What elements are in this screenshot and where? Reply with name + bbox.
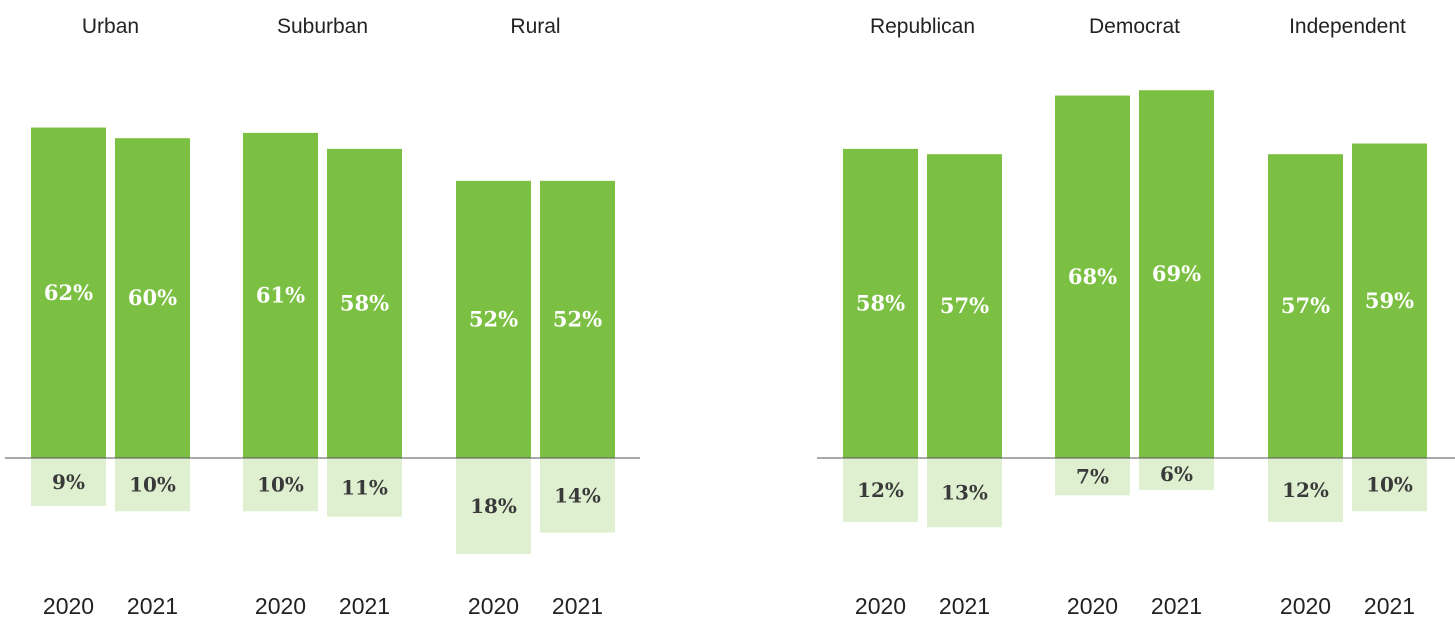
data-label-top: 68% bbox=[1068, 264, 1117, 289]
data-label-top: 61% bbox=[256, 282, 305, 307]
data-label-bottom: 9% bbox=[52, 470, 85, 494]
bar-top bbox=[1055, 95, 1130, 458]
year-tick-label: 2021 bbox=[127, 593, 178, 619]
group-label: Democrat bbox=[1089, 15, 1180, 38]
data-label-bottom: 12% bbox=[857, 478, 904, 502]
data-label-bottom: 14% bbox=[554, 483, 601, 507]
data-label-top: 59% bbox=[1365, 288, 1414, 313]
bar-top bbox=[540, 180, 615, 458]
group-label: Urban bbox=[82, 15, 139, 38]
bar-top bbox=[927, 154, 1002, 458]
data-label-bottom: 10% bbox=[257, 473, 304, 497]
data-label-top: 62% bbox=[44, 280, 93, 305]
bar-bottom bbox=[1139, 458, 1214, 490]
bar-bottom bbox=[1268, 458, 1343, 522]
data-label-top: 52% bbox=[553, 306, 602, 331]
data-label-top: 58% bbox=[856, 290, 905, 315]
bar-bottom bbox=[843, 458, 918, 522]
bar-top bbox=[327, 148, 402, 459]
year-tick-label: 2020 bbox=[1280, 593, 1331, 619]
bar-bottom bbox=[327, 458, 402, 517]
group-label: Rural bbox=[510, 15, 560, 38]
bar-top bbox=[456, 180, 531, 458]
data-label-bottom: 13% bbox=[941, 481, 988, 505]
bar-top bbox=[31, 127, 106, 458]
data-label-top: 52% bbox=[469, 306, 518, 331]
bar-bottom bbox=[115, 458, 190, 512]
year-tick-label: 2020 bbox=[855, 593, 906, 619]
bar-top bbox=[1352, 143, 1427, 458]
year-tick-label: 2021 bbox=[1364, 593, 1415, 619]
year-tick-label: 2021 bbox=[552, 593, 603, 619]
bar-top bbox=[1268, 154, 1343, 458]
data-label-bottom: 10% bbox=[1366, 473, 1413, 497]
data-label-top: 58% bbox=[340, 290, 389, 315]
group-label: Republican bbox=[870, 15, 975, 38]
bar-top bbox=[115, 138, 190, 458]
group-label: Independent bbox=[1289, 15, 1406, 38]
bar-bottom bbox=[1055, 458, 1130, 496]
year-tick-label: 2021 bbox=[1151, 593, 1202, 619]
data-label-bottom: 12% bbox=[1282, 478, 1329, 502]
bar-bottom bbox=[31, 458, 106, 506]
bar-bottom bbox=[540, 458, 615, 533]
data-label-top: 57% bbox=[940, 293, 989, 318]
data-label-bottom: 6% bbox=[1160, 462, 1193, 486]
year-tick-label: 2021 bbox=[339, 593, 390, 619]
chart-panel-2: Republican 58% 12% 2020 57% 13% 2021 Democrat 68… bbox=[817, 15, 1455, 619]
bar-bottom bbox=[243, 458, 318, 512]
bar-top bbox=[243, 132, 318, 458]
year-tick-label: 2020 bbox=[468, 593, 519, 619]
data-label-top: 57% bbox=[1281, 293, 1330, 318]
bar-bottom bbox=[1352, 458, 1427, 512]
year-tick-label: 2020 bbox=[1067, 593, 1118, 619]
group-label: Suburban bbox=[277, 15, 368, 38]
bar-bottom bbox=[927, 458, 1002, 528]
data-label-top: 60% bbox=[128, 285, 177, 310]
year-tick-label: 2020 bbox=[43, 593, 94, 619]
year-tick-label: 2021 bbox=[939, 593, 990, 619]
data-label-bottom: 7% bbox=[1076, 465, 1109, 489]
data-label-top: 69% bbox=[1152, 261, 1201, 286]
chart-panel-1: Urban 62% 9% 2020 60% 10% 2021 Suburban 61% 10% 20… bbox=[5, 15, 640, 619]
data-label-bottom: 10% bbox=[129, 473, 176, 497]
year-tick-label: 2020 bbox=[255, 593, 306, 619]
bar-top bbox=[1139, 90, 1214, 458]
bar-top bbox=[843, 148, 918, 459]
bar-bottom bbox=[456, 458, 531, 554]
data-label-bottom: 11% bbox=[341, 475, 388, 499]
data-label-bottom: 18% bbox=[470, 494, 517, 518]
